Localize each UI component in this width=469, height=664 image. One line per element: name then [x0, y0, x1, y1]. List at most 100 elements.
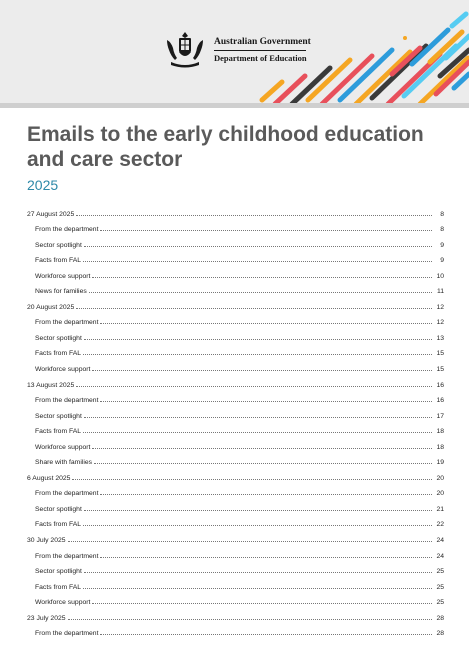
- toc-leader-dots: [67, 618, 432, 620]
- toc-leader-dots: [100, 322, 432, 325]
- toc-entry-section[interactable]: Facts from FAL 9: [27, 249, 444, 265]
- toc-entry-label: Workforce support: [35, 599, 91, 607]
- toc-entry-date[interactable]: 20 August 2025 12: [27, 295, 444, 311]
- toc-page-number: 8: [440, 226, 444, 234]
- toc-entry-label: Workforce support: [35, 443, 91, 451]
- toc-entry-section[interactable]: Workforce support 18: [27, 435, 444, 451]
- toc-page-number: 18: [436, 428, 444, 436]
- toc-leader-dots: [88, 291, 432, 294]
- toc-page-number: 28: [436, 614, 444, 622]
- toc-entry-section[interactable]: Sector spotlight 13: [27, 326, 444, 342]
- toc-entry-label: From the department: [35, 630, 99, 638]
- toc-entry-label: From the department: [35, 490, 99, 498]
- toc-leader-dots: [83, 245, 432, 247]
- toc-entry-section[interactable]: Facts from FAL 18: [27, 420, 444, 436]
- toc-leader-dots: [83, 338, 432, 340]
- decorative-stripes: [259, 11, 469, 107]
- toc-entry-section[interactable]: Sector spotlight 17: [27, 404, 444, 420]
- toc-entry-label: Sector spotlight: [35, 505, 82, 513]
- toc-page-number: 10: [436, 272, 444, 280]
- toc-entry-section[interactable]: Sector spotlight 25: [27, 560, 444, 576]
- toc-entry-date[interactable]: 6 August 2025 20: [27, 466, 444, 482]
- toc-entry-label: From the department: [35, 226, 99, 234]
- toc-leader-dots: [72, 478, 432, 480]
- toc-page-number: 16: [436, 381, 444, 389]
- toc-entry-label: 30 July 2025: [27, 537, 66, 545]
- toc-entry-label: Workforce support: [35, 272, 91, 280]
- toc-entry-section[interactable]: Workforce support 25: [27, 591, 444, 607]
- table-of-contents: 27 August 2025 8 From the department 8 Secto…: [27, 202, 444, 638]
- toc-entry-section[interactable]: Workforce support 10: [27, 264, 444, 280]
- government-wordmark: Australian Government Department of Educ…: [214, 37, 311, 63]
- toc-page-number: 19: [436, 459, 444, 467]
- toc-entry-label: Facts from FAL: [35, 257, 82, 265]
- toc-entry-section[interactable]: Sector spotlight 9: [27, 233, 444, 249]
- toc-page-number: 18: [436, 443, 444, 451]
- toc-leader-dots: [83, 260, 432, 263]
- toc-entry-section[interactable]: Facts from FAL 15: [27, 342, 444, 358]
- toc-entry-date[interactable]: 30 July 2025 24: [27, 528, 444, 544]
- toc-leader-dots: [92, 602, 432, 605]
- toc-entry-section[interactable]: Facts from FAL 22: [27, 513, 444, 529]
- toc-entry-label: News for families: [35, 288, 87, 296]
- toc-entry-label: Workforce support: [35, 366, 91, 374]
- toc-page-number: 11: [436, 288, 444, 296]
- toc-leader-dots: [83, 431, 432, 434]
- toc-page-number: 12: [436, 319, 444, 327]
- toc-leader-dots: [67, 540, 432, 543]
- toc-entry-date[interactable]: 27 August 2025 8: [27, 202, 444, 218]
- toc-entry-label: Facts from FAL: [35, 350, 82, 358]
- document-title: Emails to the early childhood education …: [27, 123, 424, 171]
- toc-entry-section[interactable]: From the department 8: [27, 218, 444, 234]
- toc-entry-section[interactable]: From the department 24: [27, 544, 444, 560]
- toc-leader-dots: [76, 385, 432, 387]
- toc-leader-dots: [100, 229, 432, 232]
- toc-leader-dots: [100, 633, 432, 636]
- toc-entry-section[interactable]: Facts from FAL 25: [27, 575, 444, 591]
- toc-leader-dots: [83, 509, 432, 511]
- toc-entry-date[interactable]: 13 August 2025 16: [27, 373, 444, 389]
- toc-entry-section[interactable]: From the department 16: [27, 389, 444, 405]
- toc-page-number: 16: [436, 397, 444, 405]
- toc-leader-dots: [94, 462, 432, 465]
- toc-page-number: 25: [436, 583, 444, 591]
- toc-page-number: 21: [436, 505, 444, 513]
- toc-leader-dots: [100, 400, 432, 403]
- toc-page-number: 15: [436, 350, 444, 358]
- toc-page-number: 28: [436, 630, 444, 638]
- department-name: Department of Education: [214, 53, 307, 63]
- toc-entry-label: Sector spotlight: [35, 241, 82, 249]
- toc-page-number: 24: [436, 552, 444, 560]
- toc-page-number: 22: [436, 521, 444, 529]
- toc-entry-section[interactable]: From the department 12: [27, 311, 444, 327]
- toc-entry-label: Sector spotlight: [35, 412, 82, 420]
- toc-leader-dots: [76, 214, 432, 216]
- toc-page-number: 20: [436, 490, 444, 498]
- toc-entry-section[interactable]: News for families 11: [27, 280, 444, 296]
- wordmark-rule: [214, 50, 306, 51]
- toc-page-number: 17: [436, 412, 444, 420]
- toc-page-number: 25: [436, 599, 444, 607]
- year-heading: 2025: [27, 177, 59, 193]
- toc-leader-dots: [92, 276, 432, 278]
- toc-entry-label: Sector spotlight: [35, 568, 82, 576]
- toc-entry-label: From the department: [35, 319, 99, 327]
- toc-entry-section[interactable]: Workforce support 15: [27, 357, 444, 373]
- toc-entry-section[interactable]: Share with families 19: [27, 451, 444, 467]
- toc-page-number: 13: [436, 334, 444, 342]
- toc-entry-section[interactable]: Sector spotlight 21: [27, 497, 444, 513]
- toc-entry-section[interactable]: From the department 20: [27, 482, 444, 498]
- toc-entry-label: 6 August 2025: [27, 474, 71, 482]
- toc-entry-date[interactable]: 23 July 2025 28: [27, 606, 444, 622]
- toc-entry-label: Facts from FAL: [35, 428, 82, 436]
- toc-entry-label: Facts from FAL: [35, 521, 82, 529]
- toc-page-number: 8: [440, 210, 444, 218]
- government-name: Australian Government: [214, 37, 311, 47]
- toc-page-number: 20: [436, 474, 444, 482]
- toc-entry-section[interactable]: From the department 28: [27, 622, 444, 638]
- toc-entry-label: Share with families: [35, 459, 93, 467]
- header-divider: [0, 103, 469, 108]
- coat-of-arms-icon: [167, 32, 203, 68]
- toc-entry-label: From the department: [35, 552, 99, 560]
- toc-entry-label: 20 August 2025: [27, 303, 75, 311]
